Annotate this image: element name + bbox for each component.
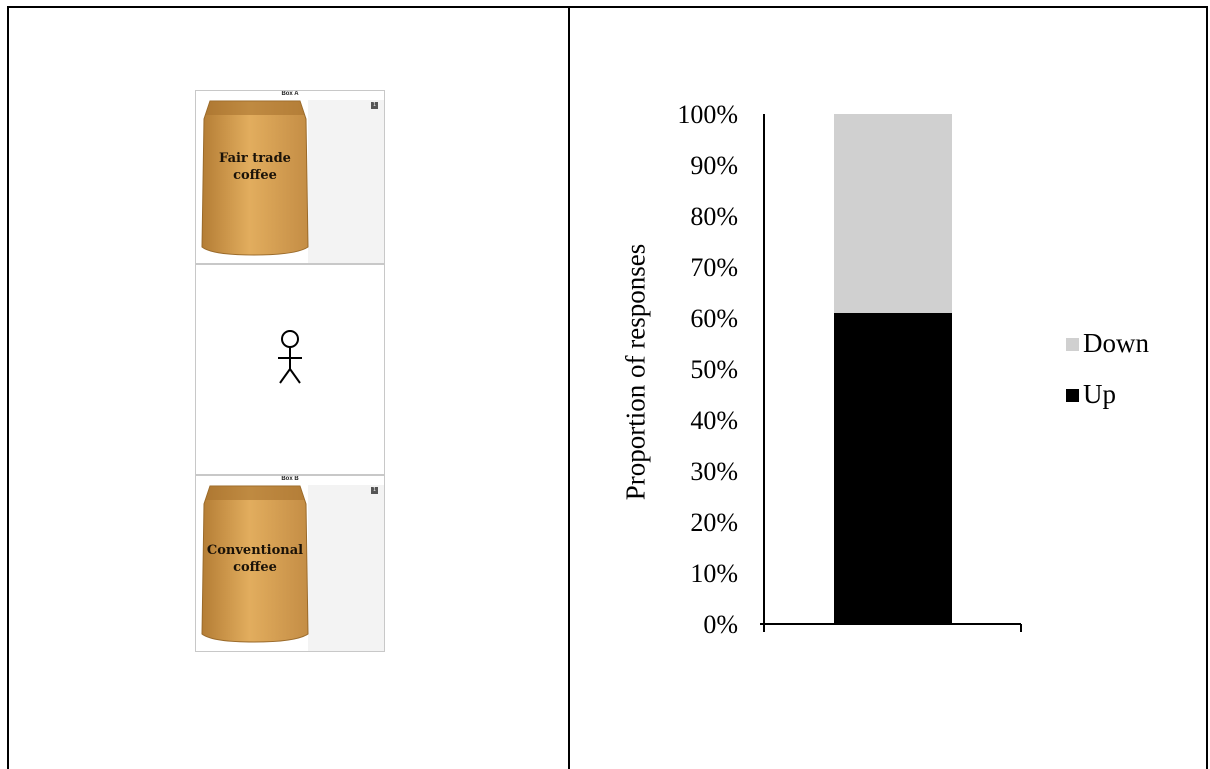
y-tick-label: 0%: [703, 610, 738, 639]
box-a-badge: 1: [371, 102, 378, 109]
box-a-label: Box A: [281, 91, 299, 97]
box-b-bag-line2: coffee: [233, 560, 277, 575]
stimulus-panel: Box A 1 Fair trade coffee Box B: [195, 90, 385, 652]
y-axis-label: Proportion of responses: [620, 243, 651, 501]
y-tick-label: 60%: [690, 304, 738, 333]
legend-item-down: Down: [1066, 328, 1149, 359]
box-a-bag-line2: coffee: [233, 168, 277, 183]
box-b-background: [308, 485, 384, 651]
legend-label-up: Up: [1083, 379, 1116, 409]
box-a-background: [308, 100, 384, 263]
box-b-bag-line1: Conventional: [206, 543, 304, 558]
bars: [834, 114, 952, 624]
panel-divider: [568, 6, 570, 769]
bar-segment-up: [834, 312, 952, 624]
figure-frame: [7, 6, 1208, 769]
bar-segment-down: [834, 114, 952, 313]
stacked-bar-chart: 0% 10% 20% 30% 40% 50% 60% 70% 80% 90% 100%: [677, 100, 1022, 639]
y-tick-label: 90%: [690, 151, 738, 180]
coffee-bag-icon: [201, 485, 309, 643]
box-b-label: Box B: [281, 476, 299, 482]
y-tick-label: 30%: [690, 457, 738, 486]
legend-item-up: Up: [1066, 379, 1116, 410]
y-tick-label: 80%: [690, 202, 738, 231]
y-tick-label: 20%: [690, 508, 738, 537]
legend-swatch-up: [1066, 389, 1079, 402]
y-tick-label: 100%: [677, 100, 738, 129]
stick-figure-icon: [278, 330, 302, 384]
y-tick-label: 50%: [690, 355, 738, 384]
box-b: Box B 1 Conventional coffee: [195, 475, 385, 652]
person-box: [195, 264, 385, 475]
y-tick-label: 10%: [690, 559, 738, 588]
coffee-bag-icon: [201, 100, 309, 256]
box-a-bag-line1: Fair trade: [219, 151, 291, 166]
y-tick-labels: 0% 10% 20% 30% 40% 50% 60% 70% 80% 90% 100%: [677, 100, 738, 639]
box-b-badge: 1: [371, 487, 378, 494]
box-a: Box A 1 Fair trade coffee: [195, 90, 385, 264]
legend-label-down: Down: [1083, 328, 1149, 358]
legend-swatch-down: [1066, 338, 1079, 351]
y-tick-label: 40%: [690, 406, 738, 435]
y-tick-label: 70%: [690, 253, 738, 282]
